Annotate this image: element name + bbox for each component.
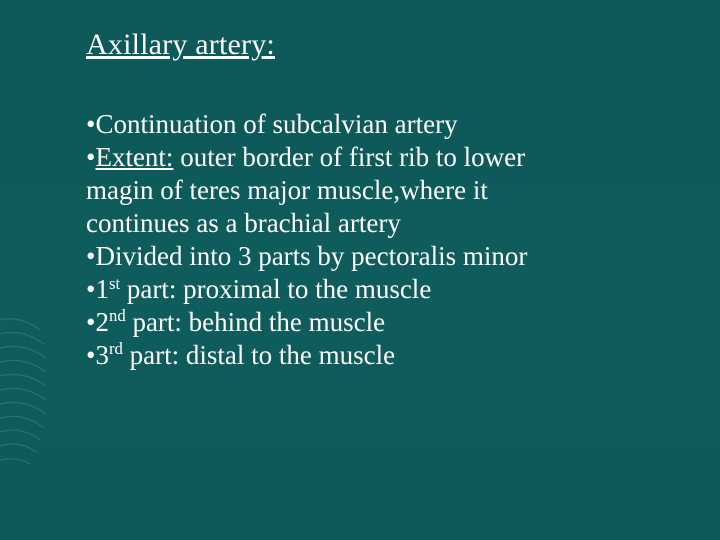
wrap-line-2: continues as a brachial artery: [86, 207, 666, 240]
extent-label: Extent:: [95, 142, 173, 172]
background-decoration: [0, 310, 60, 490]
bullet-line-5: •2nd part: behind the muscle: [86, 306, 666, 339]
slide-content: Axillary artery: •Continuation of subcal…: [86, 28, 666, 372]
bullet-line-3: •Divided into 3 parts by pectoralis mino…: [86, 240, 666, 273]
slide-body: •Continuation of subcalvian artery •Exte…: [86, 108, 666, 372]
bullet-line-1: •Continuation of subcalvian artery: [86, 108, 666, 141]
bullet-line-4: •1st part: proximal to the muscle: [86, 273, 666, 306]
bullet-line-2: •Extent: outer border of first rib to lo…: [86, 141, 666, 174]
bullet-line-6: •3rd part: distal to the muscle: [86, 339, 666, 372]
slide-title: Axillary artery:: [86, 28, 666, 62]
wrap-line-1: magin of teres major muscle,where it: [86, 174, 666, 207]
